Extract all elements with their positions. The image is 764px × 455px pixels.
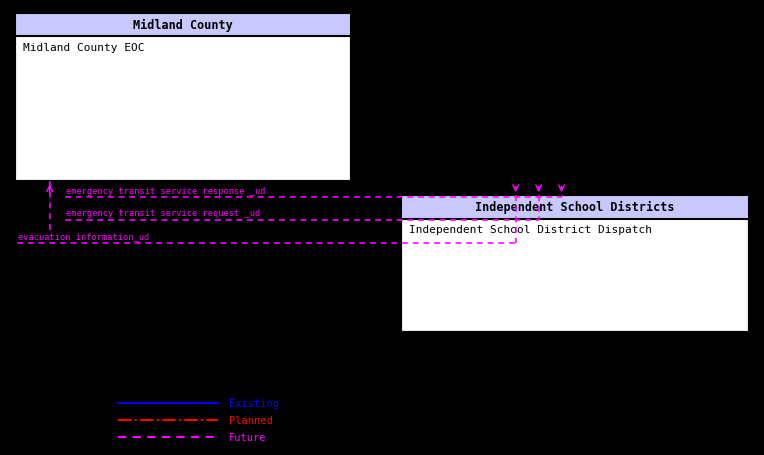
Text: Midland County EOC: Midland County EOC bbox=[23, 43, 144, 53]
Text: Independent School District Dispatch: Independent School District Dispatch bbox=[409, 225, 652, 235]
Bar bbox=[15, 14, 351, 182]
Text: Midland County: Midland County bbox=[134, 19, 233, 32]
Text: emergency transit service response _ud: emergency transit service response _ud bbox=[66, 186, 266, 195]
Text: Independent School Districts: Independent School Districts bbox=[475, 201, 675, 214]
Text: Future: Future bbox=[229, 432, 267, 442]
Text: emergency transit service request _ud: emergency transit service request _ud bbox=[66, 209, 261, 218]
Bar bbox=[15, 14, 351, 37]
Bar bbox=[401, 196, 749, 332]
Bar bbox=[401, 196, 749, 219]
Bar bbox=[15, 14, 351, 182]
Text: Planned: Planned bbox=[229, 415, 273, 425]
Text: evacuation information_ud: evacuation information_ud bbox=[18, 232, 150, 241]
Text: Existing: Existing bbox=[229, 398, 279, 408]
Bar bbox=[401, 196, 749, 332]
